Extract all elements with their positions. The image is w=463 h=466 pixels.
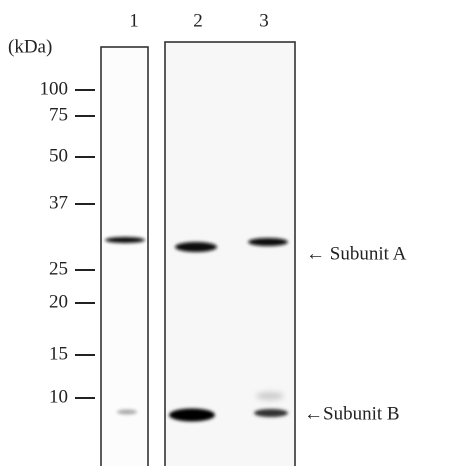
band: [175, 242, 217, 252]
marker-label: 75: [49, 104, 68, 125]
band: [248, 238, 288, 246]
marker-label: 10: [49, 386, 68, 407]
band: [254, 409, 288, 417]
membrane-lanes-2-3: [165, 42, 295, 466]
band-label: ← Subunit A: [306, 243, 407, 264]
western-blot: (kDa) 1 2 3 ← Subunit A ←Subunit B 100 75…: [0, 0, 463, 466]
lane-label: 1: [129, 10, 139, 31]
marker-label: 37: [49, 192, 68, 213]
marker-label: 20: [49, 291, 68, 312]
lane-label: 2: [193, 10, 203, 31]
marker-label: 15: [49, 343, 68, 364]
band-label: ←Subunit B: [304, 403, 400, 424]
membrane-lane-1: [101, 47, 148, 466]
page: (kDa) 1 2 3 ← Subunit A ←Subunit B 100 75…: [0, 0, 463, 466]
marker-label: 100: [40, 78, 69, 99]
marker-label: 50: [49, 145, 68, 166]
band: [256, 392, 284, 400]
marker-label: 25: [49, 258, 68, 279]
lane-label: 3: [259, 10, 269, 31]
unit-label: (kDa): [8, 36, 52, 57]
band: [105, 237, 145, 243]
band: [169, 409, 215, 422]
band: [117, 410, 137, 415]
